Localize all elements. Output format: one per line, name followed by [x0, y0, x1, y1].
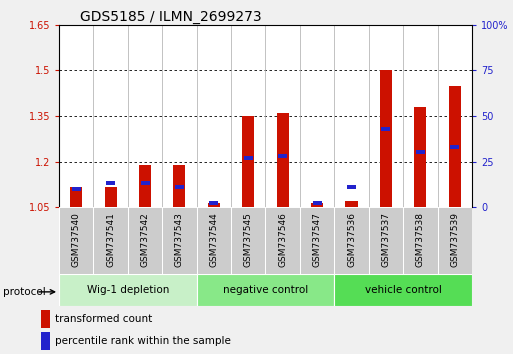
Bar [208, 202, 220, 207]
Text: vehicle control: vehicle control [365, 285, 442, 295]
Bar [449, 86, 461, 207]
Bar [278, 154, 287, 158]
Text: GSM737539: GSM737539 [450, 212, 459, 268]
Bar [415, 107, 426, 207]
Text: GDS5185 / ILMN_2699273: GDS5185 / ILMN_2699273 [80, 10, 261, 24]
Bar [244, 156, 253, 160]
Bar [242, 116, 254, 207]
Bar [347, 185, 356, 189]
Bar [59, 274, 196, 306]
Bar [334, 207, 369, 274]
Bar [209, 201, 219, 205]
Bar [345, 201, 358, 207]
Bar [334, 274, 472, 306]
Text: negative control: negative control [223, 285, 308, 295]
Bar [231, 207, 266, 274]
Bar [311, 202, 323, 207]
Bar [41, 309, 50, 328]
Bar [380, 70, 392, 207]
Bar [105, 187, 116, 207]
Bar [72, 187, 81, 191]
Text: GSM737541: GSM737541 [106, 212, 115, 267]
Text: GSM737536: GSM737536 [347, 212, 356, 268]
Bar [70, 187, 82, 207]
Text: GSM737538: GSM737538 [416, 212, 425, 268]
Bar [196, 207, 231, 274]
Bar [175, 185, 184, 189]
Bar [173, 165, 186, 207]
Text: transformed count: transformed count [55, 314, 153, 324]
Text: GSM737546: GSM737546 [278, 212, 287, 267]
Bar [59, 207, 93, 274]
Bar [141, 181, 150, 185]
Bar [369, 207, 403, 274]
Bar [162, 207, 196, 274]
Text: Wig-1 depletion: Wig-1 depletion [87, 285, 169, 295]
Bar [381, 127, 390, 131]
Bar [403, 207, 438, 274]
Bar [300, 207, 334, 274]
Text: GSM737542: GSM737542 [141, 212, 149, 267]
Text: GSM737547: GSM737547 [312, 212, 322, 267]
Bar [277, 113, 289, 207]
Text: percentile rank within the sample: percentile rank within the sample [55, 336, 231, 346]
Bar [450, 145, 459, 149]
Text: protocol: protocol [3, 287, 45, 297]
Text: GSM737544: GSM737544 [209, 212, 219, 267]
Text: GSM737545: GSM737545 [244, 212, 253, 267]
Text: GSM737537: GSM737537 [382, 212, 390, 268]
Bar [41, 332, 50, 350]
Bar [106, 181, 115, 185]
Text: GSM737540: GSM737540 [72, 212, 81, 267]
Bar [93, 207, 128, 274]
Bar [312, 201, 322, 205]
Bar [196, 274, 334, 306]
Bar [139, 165, 151, 207]
Bar [265, 207, 300, 274]
Bar [438, 207, 472, 274]
Bar [128, 207, 162, 274]
Text: GSM737543: GSM737543 [175, 212, 184, 267]
Bar [416, 150, 425, 154]
